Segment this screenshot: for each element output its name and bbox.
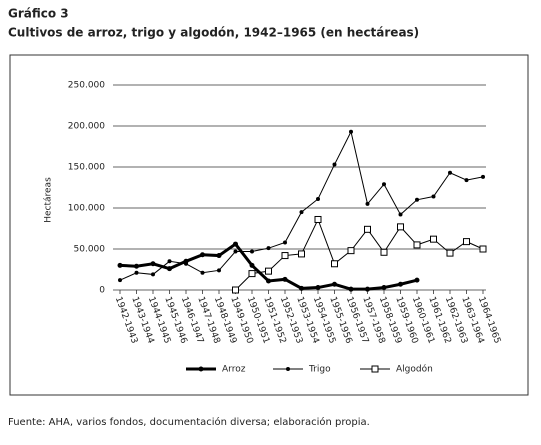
marker [430, 235, 437, 243]
marker [248, 270, 256, 278]
marker [200, 270, 205, 275]
marker [464, 178, 469, 183]
marker [167, 266, 172, 272]
marker [397, 223, 404, 231]
marker [316, 196, 320, 201]
marker [332, 281, 337, 287]
y-axis-label: Hectáreas [44, 177, 54, 223]
series-line [119, 130, 484, 281]
marker [365, 201, 370, 206]
marker [299, 210, 304, 215]
marker [200, 252, 205, 258]
marker [265, 267, 272, 275]
marker [382, 182, 386, 187]
marker [446, 249, 454, 257]
marker [233, 249, 238, 254]
marker [348, 286, 354, 292]
marker [332, 162, 337, 167]
marker [463, 238, 470, 246]
marker [249, 262, 255, 268]
y-tick-label: 100.000 [68, 204, 105, 214]
marker [479, 245, 487, 253]
y-tick-label: 0 [99, 286, 105, 296]
marker [315, 285, 321, 291]
y-tick-label: 50.000 [74, 245, 106, 255]
y-tick-label: 150.000 [68, 163, 105, 173]
marker [134, 270, 139, 275]
marker [117, 262, 123, 268]
marker [380, 248, 388, 256]
marker [118, 278, 122, 283]
marker [233, 241, 238, 247]
marker [232, 286, 239, 294]
marker [365, 286, 370, 292]
marker [398, 281, 403, 287]
marker [314, 215, 322, 223]
y-tick-label: 200.000 [68, 122, 105, 132]
marker [134, 263, 139, 269]
marker [184, 261, 188, 266]
marker [198, 366, 204, 372]
legend-label: Algodón [396, 364, 433, 375]
marker [281, 252, 289, 260]
legend-label: Trigo [308, 365, 331, 375]
y-tick-label: 250.000 [68, 81, 105, 91]
marker [286, 367, 290, 371]
marker [283, 240, 287, 245]
marker [266, 246, 271, 251]
marker [150, 261, 156, 267]
legend-label: Arroz [222, 365, 246, 375]
marker [364, 225, 371, 233]
marker [481, 174, 485, 179]
chart-subtitle: Cultivos de arroz, trigo y algodón, 1942… [8, 26, 419, 40]
marker [415, 197, 419, 202]
marker [381, 285, 387, 291]
marker [448, 170, 452, 175]
marker [282, 276, 288, 282]
marker [299, 285, 304, 291]
marker [414, 277, 420, 283]
marker [151, 272, 155, 277]
marker [398, 212, 403, 217]
marker [349, 129, 353, 134]
marker [431, 194, 436, 199]
marker [216, 253, 222, 259]
marker [250, 249, 254, 254]
marker [331, 260, 338, 268]
chart-frame [9, 54, 529, 396]
marker [266, 278, 271, 284]
series-line [235, 218, 484, 291]
marker [217, 268, 221, 273]
marker [347, 247, 355, 255]
source-note: Fuente: AHA, varios fondos, documentació… [8, 416, 370, 428]
chart-title: Gráfico 3 [8, 7, 69, 21]
marker [371, 365, 379, 373]
marker [167, 259, 172, 264]
marker [298, 250, 305, 258]
marker [413, 241, 421, 249]
